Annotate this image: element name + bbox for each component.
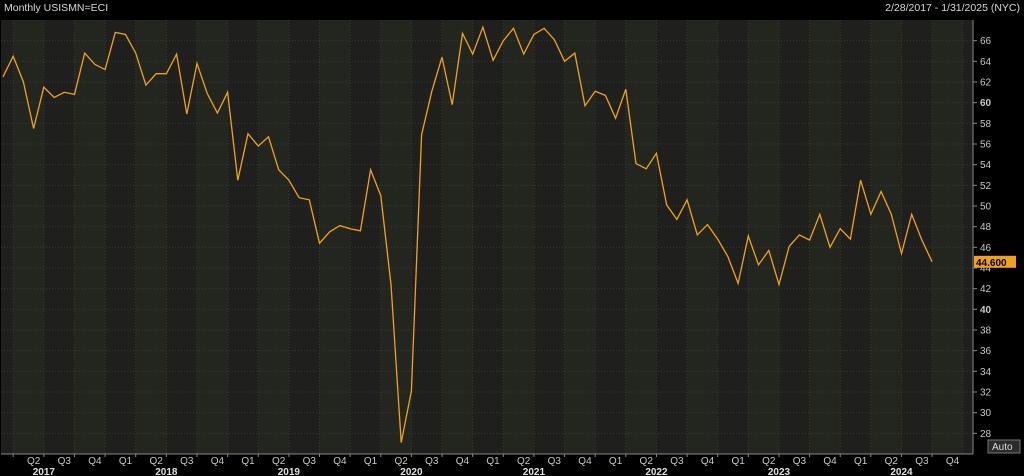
x-quarter-label: Q4 bbox=[88, 456, 102, 467]
x-quarter-label: Q1 bbox=[731, 456, 745, 467]
auto-scale-button[interactable]: Auto bbox=[987, 439, 1021, 454]
x-year-label: 2018 bbox=[155, 467, 178, 476]
quarter-band bbox=[564, 20, 596, 454]
x-quarter-label: Q3 bbox=[670, 456, 684, 467]
quarter-band bbox=[503, 20, 534, 454]
x-quarter-label: Q1 bbox=[364, 456, 378, 467]
y-tick-label: 54 bbox=[980, 160, 992, 171]
y-tick-label: 48 bbox=[980, 222, 992, 233]
x-year-label: 2024 bbox=[890, 467, 913, 476]
quarter-band bbox=[319, 20, 351, 454]
quarter-band bbox=[870, 20, 902, 454]
y-tick-label: 38 bbox=[980, 326, 992, 337]
x-year-label: 2023 bbox=[768, 467, 791, 476]
quarter-band bbox=[442, 20, 473, 454]
x-quarter-label: Q4 bbox=[333, 456, 347, 467]
quarter-band bbox=[74, 20, 106, 454]
x-quarter-label: Q4 bbox=[456, 456, 470, 467]
y-tick-label: 66 bbox=[980, 36, 992, 47]
x-quarter-label: Q4 bbox=[211, 456, 225, 467]
last-value-label: 44.600 bbox=[976, 258, 1007, 269]
quarter-band bbox=[687, 20, 718, 454]
x-year-label: 2022 bbox=[645, 467, 668, 476]
x-quarter-label: Q3 bbox=[425, 456, 439, 467]
y-tick-label: 40 bbox=[980, 305, 992, 316]
y-tick-label: 62 bbox=[980, 78, 992, 89]
y-tick-label: 34 bbox=[980, 367, 992, 378]
quarter-band bbox=[748, 20, 779, 454]
x-year-label: 2019 bbox=[278, 467, 301, 476]
chart-title: Monthly USISMN=ECI bbox=[4, 2, 108, 14]
x-quarter-label: Q1 bbox=[241, 456, 255, 467]
y-axis: 28 30 32 34 36 38 40 42 44 46 48 50 52 54 56 58 60 62 64 66 bbox=[972, 20, 992, 454]
x-quarter-label: Q3 bbox=[793, 456, 807, 467]
quarter-band bbox=[13, 20, 44, 454]
x-quarter-label: Q3 bbox=[180, 456, 194, 467]
x-quarter-label: Q2 bbox=[762, 456, 776, 467]
x-quarter-label: Q4 bbox=[701, 456, 715, 467]
x-quarter-label: Q2 bbox=[395, 456, 409, 467]
x-quarter-label: Q4 bbox=[946, 456, 960, 467]
y-tick-label: 50 bbox=[980, 202, 992, 213]
last-value-badge: 44.600 bbox=[974, 255, 1016, 269]
date-range: 2/28/2017 - 1/31/2025 (NYC) bbox=[885, 2, 1020, 14]
x-quarter-label: Q3 bbox=[915, 456, 929, 467]
x-quarter-label: Q2 bbox=[149, 456, 163, 467]
y-tick-label: 52 bbox=[980, 181, 992, 192]
x-quarter-label: Q1 bbox=[486, 456, 500, 467]
y-tick-label: 46 bbox=[980, 243, 992, 254]
x-quarter-label: Q3 bbox=[303, 456, 317, 467]
x-quarter-label: Q1 bbox=[609, 456, 623, 467]
x-quarter-label: Q3 bbox=[548, 456, 562, 467]
x-quarter-label: Q4 bbox=[823, 456, 837, 467]
y-tick-label: 28 bbox=[980, 429, 992, 440]
y-tick-label: 42 bbox=[980, 284, 992, 295]
x-year-label: 2017 bbox=[33, 467, 56, 476]
x-year-label: 2021 bbox=[523, 467, 546, 476]
last-value-badge-bg bbox=[974, 255, 1016, 268]
y-tick-label: 44 bbox=[980, 264, 992, 275]
x-quarter-label: Q2 bbox=[272, 456, 286, 467]
y-tick-label: 60 bbox=[980, 98, 992, 109]
y-tick-label: 64 bbox=[980, 57, 992, 68]
y-tick-label: 56 bbox=[980, 140, 992, 151]
x-quarter-label: Q4 bbox=[578, 456, 592, 467]
y-tick-label: 32 bbox=[980, 388, 992, 399]
x-quarter-label: Q3 bbox=[58, 456, 72, 467]
x-year-label: 2020 bbox=[400, 467, 423, 476]
x-axis: Q2 Q3 Q4 Q1 Q2 Q3 Q4 Q1 Q2 Q3 Q4 Q1 Q2 Q3 Q4 Q1 Q2 Q3 Q4 Q1… bbox=[1, 453, 973, 476]
x-quarter-label: Q2 bbox=[517, 456, 531, 467]
x-quarter-label: Q2 bbox=[27, 456, 41, 467]
quarter-band bbox=[258, 20, 289, 454]
x-quarter-label: Q2 bbox=[885, 456, 899, 467]
auto-scale-label: Auto bbox=[992, 442, 1013, 453]
auto-scale-button-bg bbox=[987, 439, 1021, 454]
quarter-band bbox=[625, 20, 657, 454]
quarter-band bbox=[135, 20, 167, 454]
y-tick-label: 30 bbox=[980, 408, 992, 419]
x-quarter-label: Q1 bbox=[119, 456, 133, 467]
x-quarter-label: Q1 bbox=[854, 456, 868, 467]
y-tick-label: 36 bbox=[980, 346, 992, 357]
y-tick-label: 58 bbox=[980, 119, 992, 130]
series-line bbox=[2, 25, 933, 443]
quarter-band bbox=[932, 20, 963, 454]
quarter-band bbox=[196, 20, 228, 454]
x-quarter-label: Q2 bbox=[640, 456, 654, 467]
